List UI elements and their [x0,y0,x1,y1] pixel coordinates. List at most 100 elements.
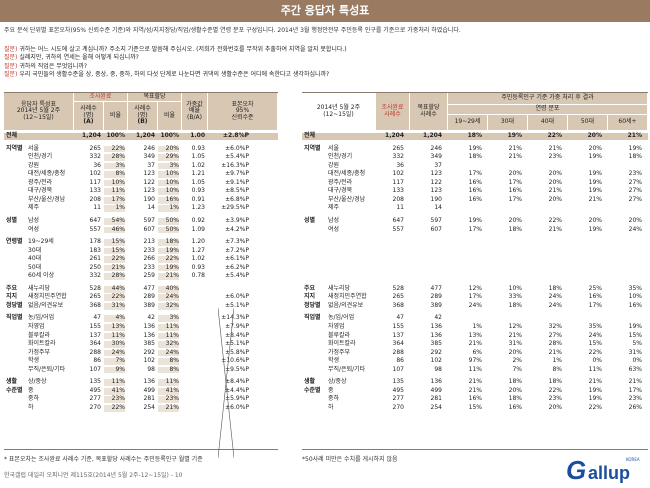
cell-value: 281 [143,395,155,403]
cell-value: 46% [104,226,125,234]
table-row: 하 270 254 15% 16% 20% 22% 26% [302,403,648,412]
logo-korea: KOREA [626,457,640,462]
cell-value: 21% [628,378,642,386]
cell-value: 0% [632,357,642,365]
cell-value: 270 [392,403,404,411]
cell-value: 15% [628,331,642,339]
row-category: 정당별 [6,301,23,309]
cell-value: 117 [392,178,404,186]
row-category: 주요 [6,284,18,292]
row-subcategory: 농/임/어업 [28,314,55,322]
row-subcategory: 부산/울산/경남 [28,195,66,203]
cell-value: 102 [143,357,155,365]
cell-value: 13% [468,331,482,339]
table-row: 제주 11 14 [302,205,648,212]
row-category: 전체 [6,132,18,139]
row-category: 연령별 [6,238,23,246]
cell-value: ±6.0%P [225,403,249,411]
cell-value: 190 [143,195,155,203]
cell-value: 19% [588,153,602,161]
cell-value: 54% [104,217,125,225]
cell-value: 208 [89,195,101,203]
cell-value: ±5.4%P [225,153,249,161]
cell-value: 23% [104,396,125,404]
cell-value: 21% [548,348,562,356]
row-category: 정당별 [304,301,321,309]
hdr-s3a: 배율 [188,107,201,115]
cell-value: 18% [158,238,179,246]
right-table: 2014년 5월 2주 (12~15일) 조사완료 사례수 목표할당 사례수 주민등… [302,92,648,450]
cell-value: 389 [430,301,442,309]
cell-value: 18% [467,132,482,139]
cell-value: 16% [508,187,522,195]
cell-value: 135 [392,378,404,386]
table-row: 성별 남성 647 54% 597 50% 0.92 ±3.9%P [4,217,278,225]
question-label: 질문) [4,71,18,79]
cell-value: 1.09 [191,225,205,233]
cell-value: 37 [434,161,442,169]
cell-value: 10% [104,179,125,187]
cell-value: 107 [392,365,404,373]
cell-value: 364 [89,340,101,348]
cell-value: 289 [143,293,155,301]
row-subcategory: 광주/전라 [28,178,53,186]
intro-text: 주요 분석 단위별 표본오차(95% 신뢰수준 기준)와 지역/성/지지정당/직… [4,27,461,34]
cell-value: 332 [392,153,404,161]
r-hdr-s1: 조사완료 [381,103,404,111]
cell-value: 10% [508,284,522,292]
footer: 한국갤럽 데일리 오피니언 제115호(2014년 5월 2주-12~15일) … [4,472,183,479]
cell-value: 20% [588,216,602,224]
row-subcategory: 인천/경기 [328,153,353,161]
table-row: 여성 557 607 17% 18% 21% 19% 24% [302,225,648,234]
cell-value: 21% [548,144,562,152]
cell-value: 137 [392,331,404,339]
cell-value: 19% [588,225,602,233]
cell-value: 349 [430,153,442,161]
cell-value: 292 [143,348,155,356]
question-text: 실례지만, 귀하의 연세는 올해 어떻게 되십니까? [19,54,139,62]
header-period: 2014년 5월 2주 [16,107,61,115]
row-category: 전체 [304,132,316,139]
cell-value: 21% [468,378,482,386]
cell-value: 17% [468,293,482,301]
table-row: 중하 277 281 16% 18% 23% 19% 23% [302,396,648,403]
cell-value: ±8.4%P [225,331,249,339]
left-table: 응답자 특성표 2014년 5월 2주 (12~15일) 조사완료 사례수 (명)… [4,92,278,450]
cell-value: 24% [628,225,642,233]
cell-value: 47 [93,314,101,322]
row-subcategory: 자영업 [28,323,45,330]
cell-value: 100% [106,132,125,139]
cell-value: 1.05 [191,178,205,186]
logo-text: allup [588,463,631,483]
cell-value: 265 [89,144,101,152]
cell-value: 7% [512,365,522,373]
cell-value: 21% [588,195,602,203]
row-subcategory: 30대 [28,246,42,254]
cell-value: 18% [548,378,562,386]
table-row: 지역별 서울 265 22% 246 20% 0.93 ±6.0%P [4,144,278,153]
cell-value: 20% [548,195,562,203]
cell-value: 277 [392,395,404,403]
cell-value: 190 [430,195,442,203]
cell-value: 281 [430,395,442,403]
table-row: 가정주부 288 292 6% 20% 21% 22% 31% [302,348,648,357]
cell-value: 19% [158,247,179,255]
cell-value: 40% [158,285,179,293]
table-row: 무직/은퇴/기타 107 98 11% 7% 8% 11% 63% [302,365,648,374]
question-item: 질문) 우리 국민들의 생활수준을 상, 중상, 중, 중하, 하의 다섯 단계… [4,71,646,79]
cell-value: ±9.1%P [225,178,249,186]
cell-value: 30% [104,340,125,348]
row-category: 수준별 [304,386,321,394]
table-row: 무직/은퇴/기타 107 9% 98 8% ±9.5%P [4,366,278,374]
table-row: 화이트칼라 364 30% 385 32% ±5.1%P [4,340,278,348]
question-item: 질문) 귀하는 어느 시도에 살고 계십니까? 주소지 기준으로 말씀해 주십시… [4,46,646,54]
row-category: 지역별 [6,144,23,152]
row-subcategory: 여성 [28,225,40,233]
row-subcategory: 자영업 [328,323,345,330]
cell-value: 27% [628,187,642,195]
table-row: 부산/울산/경남 208 17% 190 16% 0.91 ±6.8%P [4,195,278,204]
cell-value: 1.21 [191,170,205,178]
cell-value: 368 [392,301,404,309]
cell-value: 17% [508,195,522,203]
row-category: 지역별 [304,144,321,152]
